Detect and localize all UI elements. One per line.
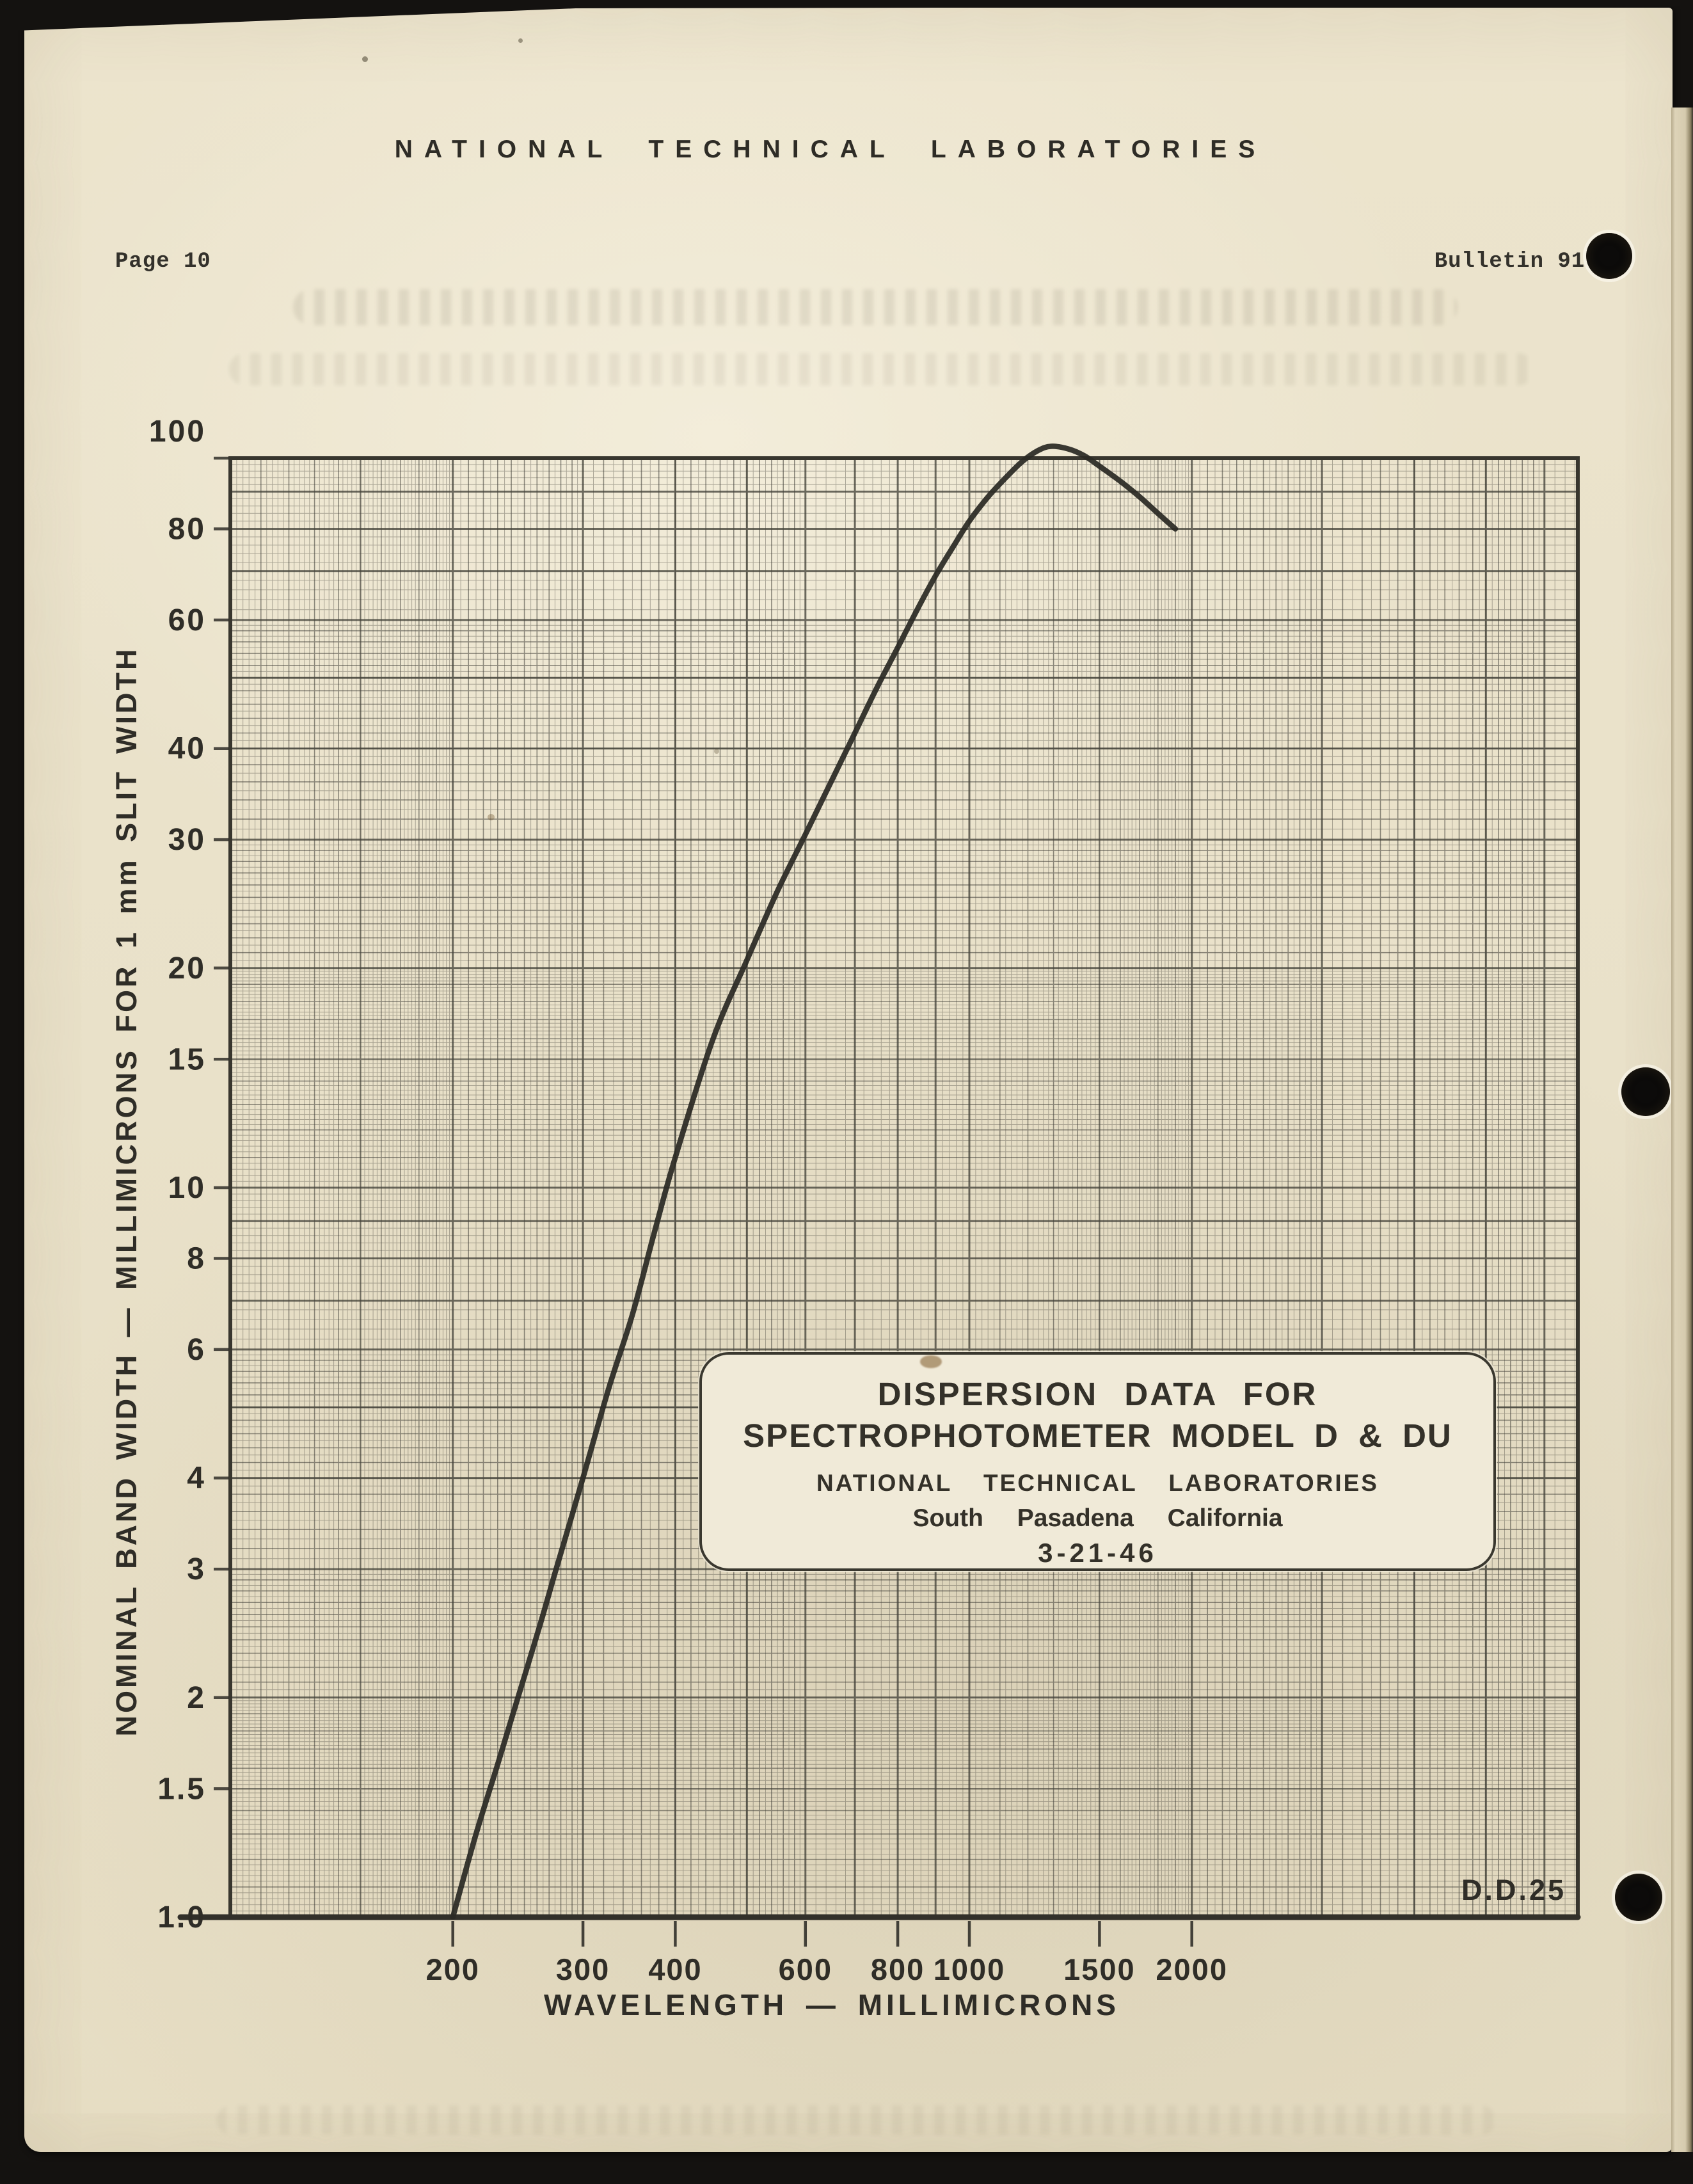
chart-title-line1: DISPERSION DATA FOR [877,1376,1318,1412]
paper-speck [518,38,523,43]
svg-text:WAVELENGTH — MILLIMICRONS: WAVELENGTH — MILLIMICRONS [544,1988,1120,2021]
paper-stain [920,1355,942,1368]
svg-text:400: 400 [648,1952,702,1986]
svg-text:80: 80 [168,513,206,546]
page-number-label: Page 10 [115,250,211,274]
svg-text:800: 800 [871,1952,925,1986]
paper-speck [362,56,368,62]
svg-text:1500: 1500 [1063,1952,1136,1986]
chart-title-box: DISPERSION DATA FOR SPECTROPHOTOMETER MO… [699,1352,1496,1571]
svg-text:40: 40 [168,732,206,766]
punch-hole-bottom [1615,1874,1662,1921]
svg-text:100: 100 [149,415,206,449]
svg-text:10: 10 [168,1171,206,1205]
dispersion-curve [450,443,1179,1920]
svg-text:200: 200 [425,1952,479,1986]
chart-title-line2: SPECTROPHOTOMETER MODEL D & DU [743,1417,1452,1454]
punch-hole-middle [1621,1067,1670,1116]
bleedthrough-smudge [293,289,1458,325]
svg-text:300: 300 [556,1952,610,1986]
chart-title-date: 3-21-46 [1038,1538,1157,1568]
svg-text:8: 8 [187,1242,206,1276]
svg-text:1000: 1000 [934,1952,1006,1986]
svg-text:30: 30 [168,823,206,857]
svg-text:4: 4 [187,1462,206,1495]
svg-text:15: 15 [168,1042,206,1076]
paper-sheet: NATIONAL TECHNICAL LABORATORIES Page 10 … [24,8,1673,2152]
svg-text:1.5: 1.5 [157,1772,206,1806]
bleedthrough-smudge [216,2105,1496,2135]
svg-text:600: 600 [779,1952,832,1986]
svg-text:60: 60 [168,603,206,637]
svg-text:2000: 2000 [1156,1952,1228,1986]
svg-text:1.0: 1.0 [157,1901,206,1934]
chart-title-line3: NATIONAL TECHNICAL LABORATORIES [816,1470,1379,1496]
punch-hole-top [1586,233,1632,279]
underlying-page-edge [1671,108,1693,2152]
chart-title-line4: South Pasadena California [912,1504,1283,1532]
page-title: NATIONAL TECHNICAL LABORATORIES [394,136,1267,163]
bulletin-number-label: Bulletin 91-B [1434,250,1612,274]
svg-text:6: 6 [187,1333,206,1367]
bleedthrough-smudge [229,353,1534,385]
dispersion-chart: 100 80 60 40 30 20 15 10 8 6 4 3 2 1.5 1.0 200 300 400 600… [110,415,1581,2021]
paper-speck [488,814,495,820]
plate-number-label: D.D.25 [1461,1874,1566,1906]
svg-text:2: 2 [187,1681,206,1715]
svg-text:3: 3 [187,1552,206,1586]
svg-text:20: 20 [168,952,206,985]
svg-text:NOMINAL BAND WIDTH — MILLIMICR: NOMINAL BAND WIDTH — MILLIMICRONS FOR 1 … [110,646,143,1736]
paper-speck [714,749,719,754]
